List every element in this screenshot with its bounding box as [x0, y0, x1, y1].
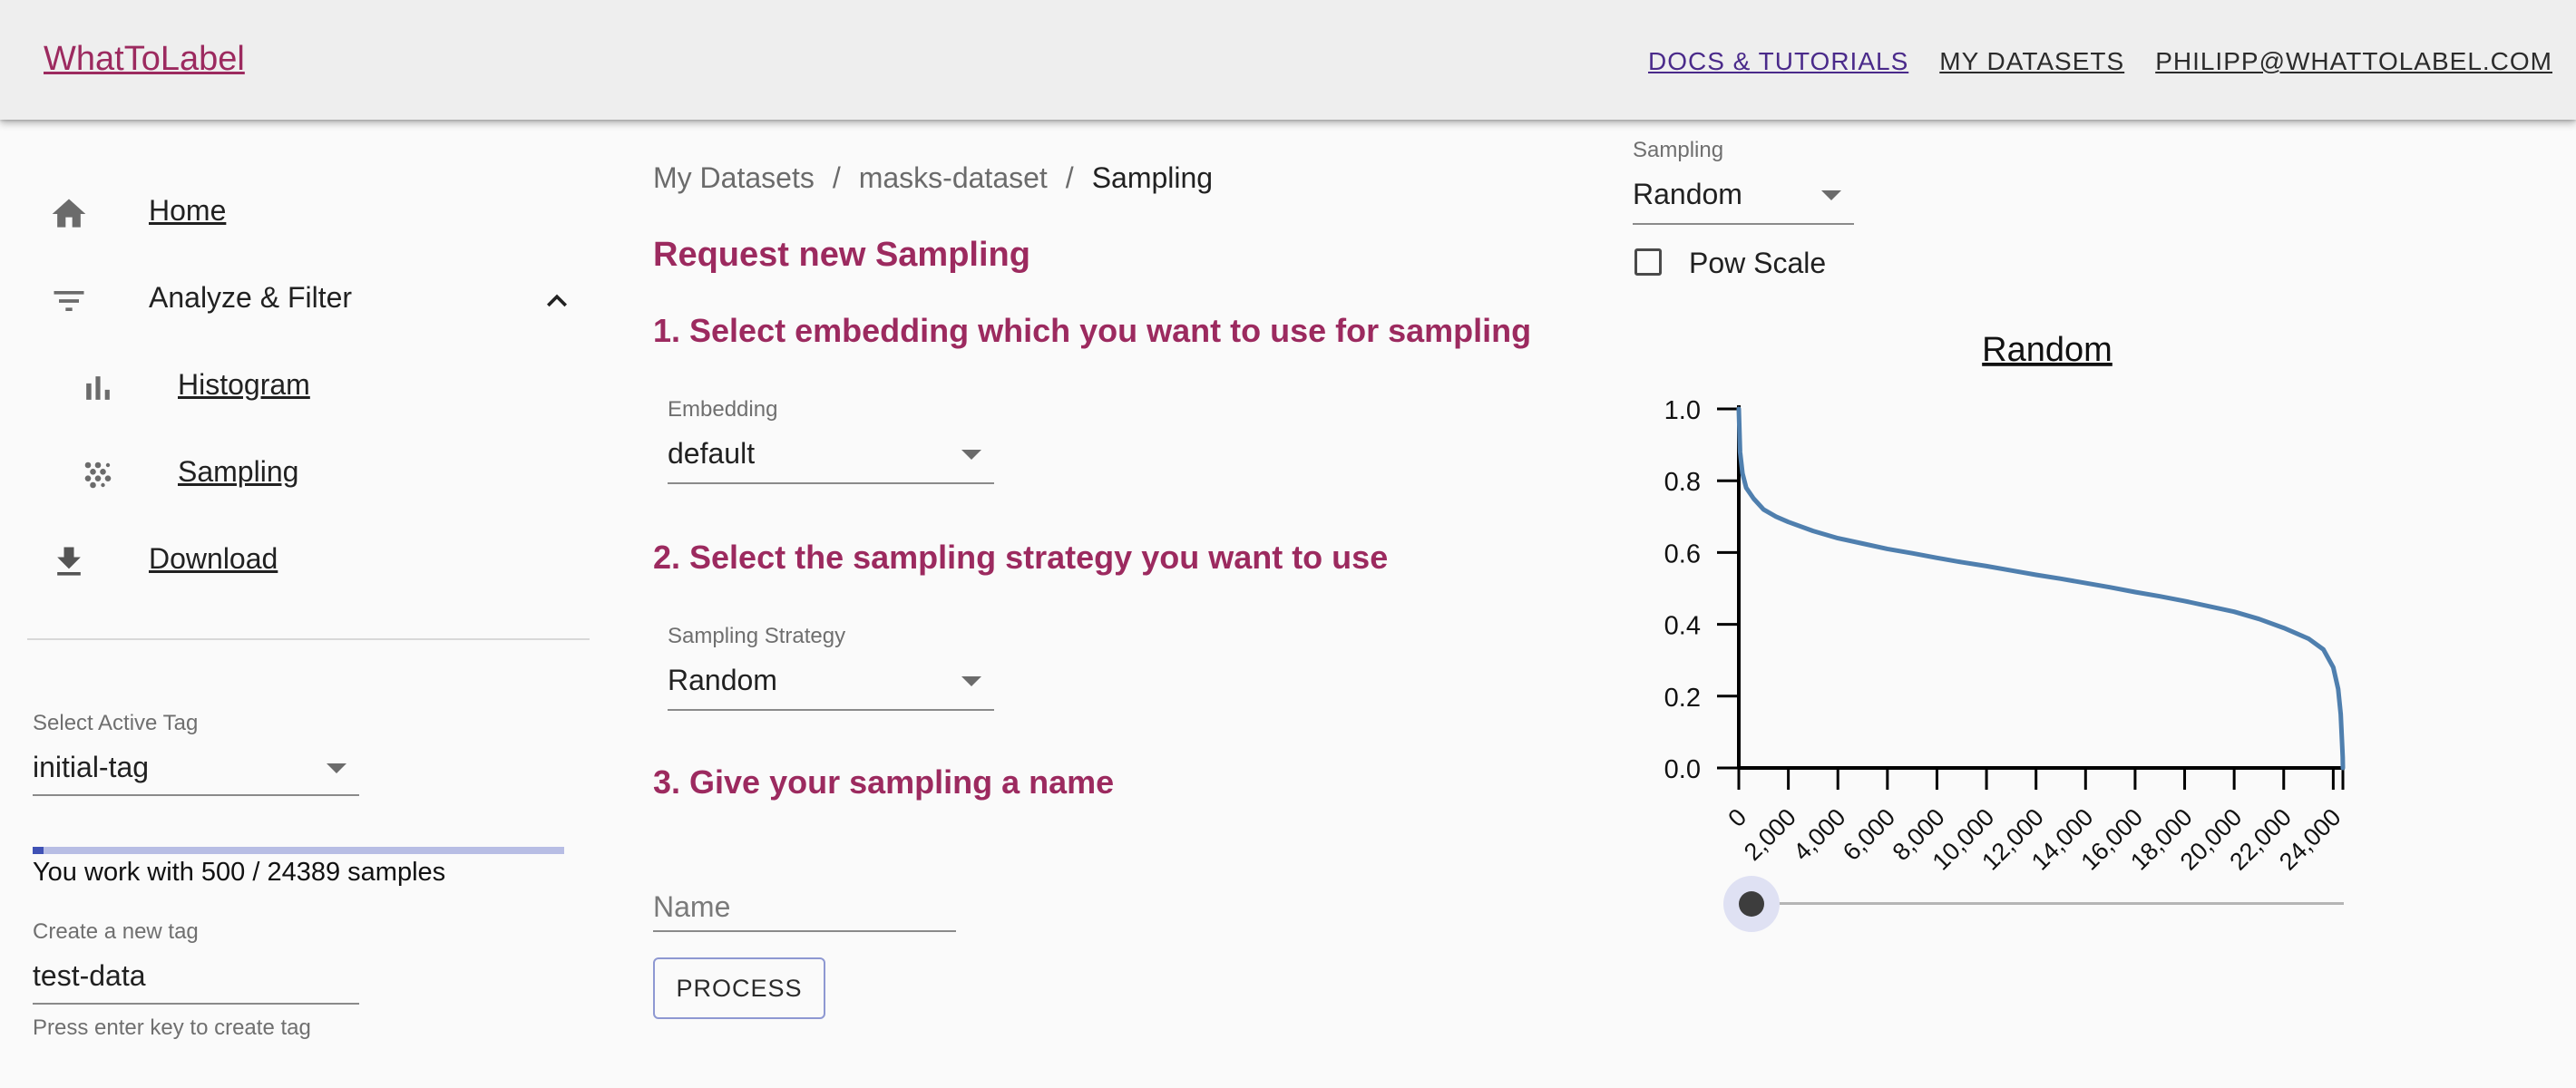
samples-progress-bar: [33, 847, 564, 854]
embedding-value[interactable]: default: [668, 437, 756, 470]
bar-chart-icon: [86, 376, 110, 400]
brand-link[interactable]: WhatToLabel: [44, 40, 245, 78]
sidebar-item-label[interactable]: Download: [149, 542, 278, 575]
sampling-underline: [1633, 223, 1854, 225]
new-tag-helper-text: Press enter key to create tag: [33, 1015, 311, 1040]
top-nav: DOCS & TUTORIALS MY DATASETS PHILIPP@WHA…: [1648, 47, 2552, 76]
slider-track[interactable]: [1751, 902, 2344, 905]
samples-count-text: You work with 500 / 24389 samples: [33, 858, 446, 887]
pow-scale-checkbox[interactable]: [1634, 248, 1662, 276]
chevron-down-icon[interactable]: [961, 676, 981, 686]
scatter-dots-icon: [84, 461, 112, 489]
step-1-heading: 1. Select embedding which you want to us…: [653, 312, 1532, 349]
sampling-value[interactable]: Random: [1633, 178, 1742, 210]
breadcrumb-separator: /: [1065, 161, 1074, 194]
sidebar-item-label[interactable]: Sampling: [178, 455, 299, 488]
x-tick-label: 6,000: [1838, 803, 1900, 866]
download-icon: [57, 547, 81, 576]
y-tick-label: 0.6: [1664, 539, 1701, 568]
active-tag-label: Select Active Tag: [33, 711, 199, 735]
step-2-heading: 2. Select the sampling strategy you want…: [653, 539, 1389, 576]
new-tag-label: Create a new tag: [33, 919, 199, 944]
step-3-heading: 3. Give your sampling a name: [653, 763, 1115, 801]
chevron-down-icon[interactable]: [327, 763, 346, 773]
breadcrumb-current: Sampling: [1091, 161, 1214, 194]
sidebar-item-label[interactable]: Histogram: [178, 368, 310, 401]
samples-progress-fill: [33, 847, 44, 854]
embedding-underline: [668, 482, 994, 484]
new-tag-underline: [33, 1003, 359, 1005]
sampling-name-underline: [653, 930, 956, 932]
breadcrumb: My Datasets / masks-dataset / Sampling: [653, 161, 1213, 195]
breadcrumb-my-datasets[interactable]: My Datasets: [653, 161, 815, 194]
y-tick-label: 0.2: [1664, 684, 1701, 713]
chevron-down-icon[interactable]: [1821, 190, 1841, 200]
x-tick-label: 2,000: [1739, 803, 1801, 866]
chevron-down-icon[interactable]: [961, 450, 981, 460]
account-link[interactable]: PHILIPP@WHATTOLABEL.COM: [2155, 47, 2552, 75]
active-tag-value[interactable]: initial-tag: [33, 751, 150, 783]
filter-icon: [54, 291, 84, 311]
embedding-label: Embedding: [668, 397, 778, 422]
docs-link[interactable]: DOCS & TUTORIALS: [1648, 47, 1909, 75]
y-tick-label: 0.0: [1664, 755, 1701, 784]
y-tick-label: 1.0: [1664, 396, 1701, 425]
new-tag-input[interactable]: test-data: [33, 959, 146, 992]
sidebar-item-label[interactable]: Home: [149, 194, 227, 227]
chart-title: Random: [1982, 331, 2113, 369]
x-tick-label: 4,000: [1788, 803, 1850, 866]
app-bar: WhatToLabel DOCS & TUTORIALS MY DATASETS…: [0, 0, 2576, 120]
sampling-strategy-value[interactable]: Random: [668, 664, 777, 696]
sidebar-item-label: Analyze & Filter: [149, 281, 353, 314]
slider-thumb[interactable]: [1739, 891, 1764, 917]
breadcrumb-dataset[interactable]: masks-dataset: [858, 161, 1048, 194]
sampling-name-input[interactable]: [653, 881, 956, 932]
sampling-label: Sampling: [1633, 138, 1724, 162]
page-title: Request new Sampling: [653, 236, 1030, 274]
sampling-strategy-underline: [668, 709, 994, 711]
chevron-up-icon[interactable]: [537, 281, 577, 321]
pow-scale-label[interactable]: Pow Scale: [1689, 247, 1827, 279]
series-line-0: [1736, 406, 2346, 771]
my-datasets-link[interactable]: MY DATASETS: [1939, 47, 2125, 75]
active-tag-underline: [33, 794, 359, 796]
sampling-strategy-label: Sampling Strategy: [668, 624, 846, 648]
sidebar-divider: [27, 638, 590, 640]
home-icon: [52, 199, 86, 228]
y-tick-label: 0.4: [1664, 612, 1701, 641]
x-tick-label: 0: [1722, 803, 1751, 832]
breadcrumb-separator: /: [832, 161, 841, 194]
sampling-chart: Random 0.0 0.2 0.4 0.6 0.8 1.0 02,0004,0006,000…: [1664, 331, 2347, 876]
y-tick-label: 0.8: [1664, 468, 1701, 497]
process-button[interactable]: PROCESS: [653, 957, 825, 1019]
